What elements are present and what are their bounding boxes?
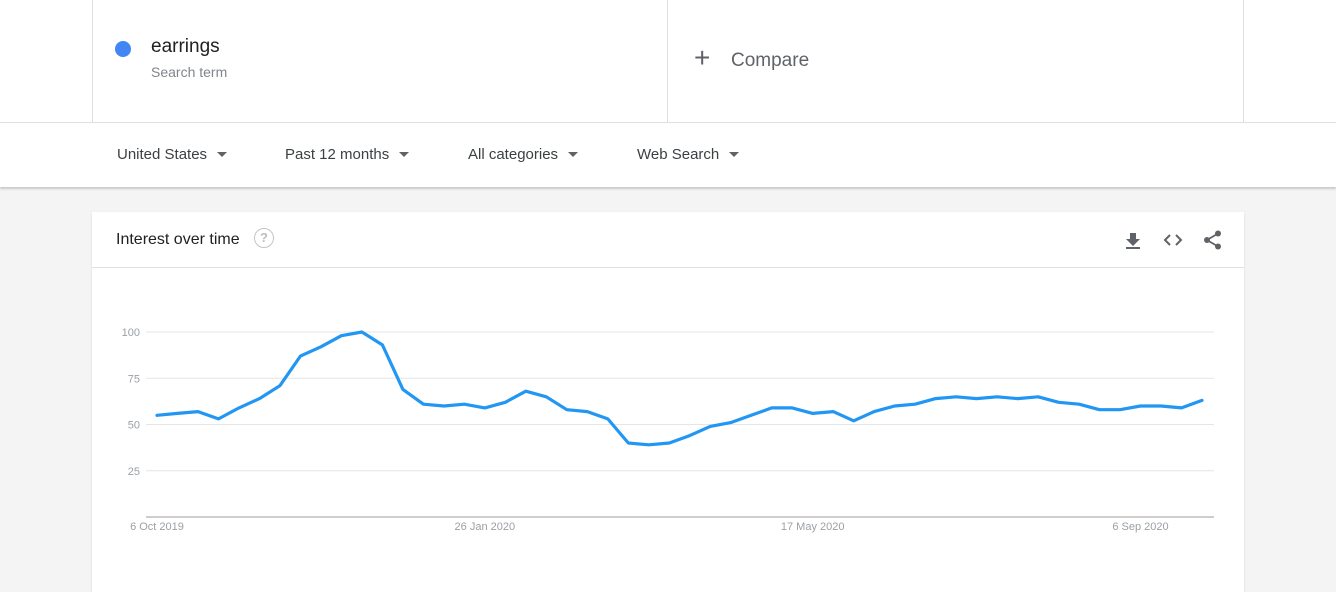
caret-down-icon [729,151,740,157]
caret-down-icon [568,151,579,157]
question-circle-icon[interactable]: ? [254,228,274,248]
filter-location-dropdown[interactable]: United States [117,123,228,187]
download-icon[interactable] [1122,229,1144,251]
search-term-card[interactable]: earrings Search term [93,0,667,122]
filter-category-dropdown[interactable]: All categories [468,123,579,187]
x-tick-label: 26 Jan 2020 [455,521,516,533]
divider [92,0,93,122]
share-icon[interactable] [1202,229,1224,251]
series-line [155,330,1204,447]
search-term-subtitle: Search term [151,64,228,80]
interest-over-time-card: Interest over time ? 25 50 75 100 6 Oct 2019… [92,212,1244,592]
filter-time-range-dropdown[interactable]: Past 12 months [285,123,410,187]
x-tick-label: 6 Sep 2020 [1112,521,1168,533]
header-panel: earrings Search term + Compare United St… [0,0,1336,187]
x-tick-label: 17 May 2020 [781,521,845,533]
filter-bar: United States Past 12 months All categor… [0,123,1336,187]
interest-line-chart: 25 50 75 100 6 Oct 2019 26 Jan 2020 17 May 202… [122,327,1214,533]
caret-down-icon [399,151,410,157]
search-term-name[interactable]: earrings [151,36,220,57]
search-terms-row: earrings Search term + Compare [0,0,1336,123]
y-tick-label: 50 [128,420,140,432]
filter-label: United States [117,146,208,163]
compare-label: Compare [731,50,810,71]
x-tick-label: 6 Oct 2019 [130,521,184,533]
caret-down-icon [217,151,228,157]
compare-button[interactable]: + Compare [668,0,1243,122]
filter-label: Web Search [637,146,720,163]
filter-search-type-dropdown[interactable]: Web Search [637,123,740,187]
filter-label: Past 12 months [285,146,390,163]
plus-icon: + [694,42,711,73]
divider [667,0,668,122]
filter-label: All categories [468,146,559,163]
y-tick-label: 25 [128,466,140,478]
divider [1243,0,1244,122]
card-header: Interest over time ? [92,212,1244,268]
term-color-dot [115,41,131,57]
embed-code-icon[interactable] [1162,229,1184,251]
card-title: Interest over time [116,231,240,248]
y-tick-label: 100 [122,327,140,339]
y-tick-label: 75 [128,373,140,385]
